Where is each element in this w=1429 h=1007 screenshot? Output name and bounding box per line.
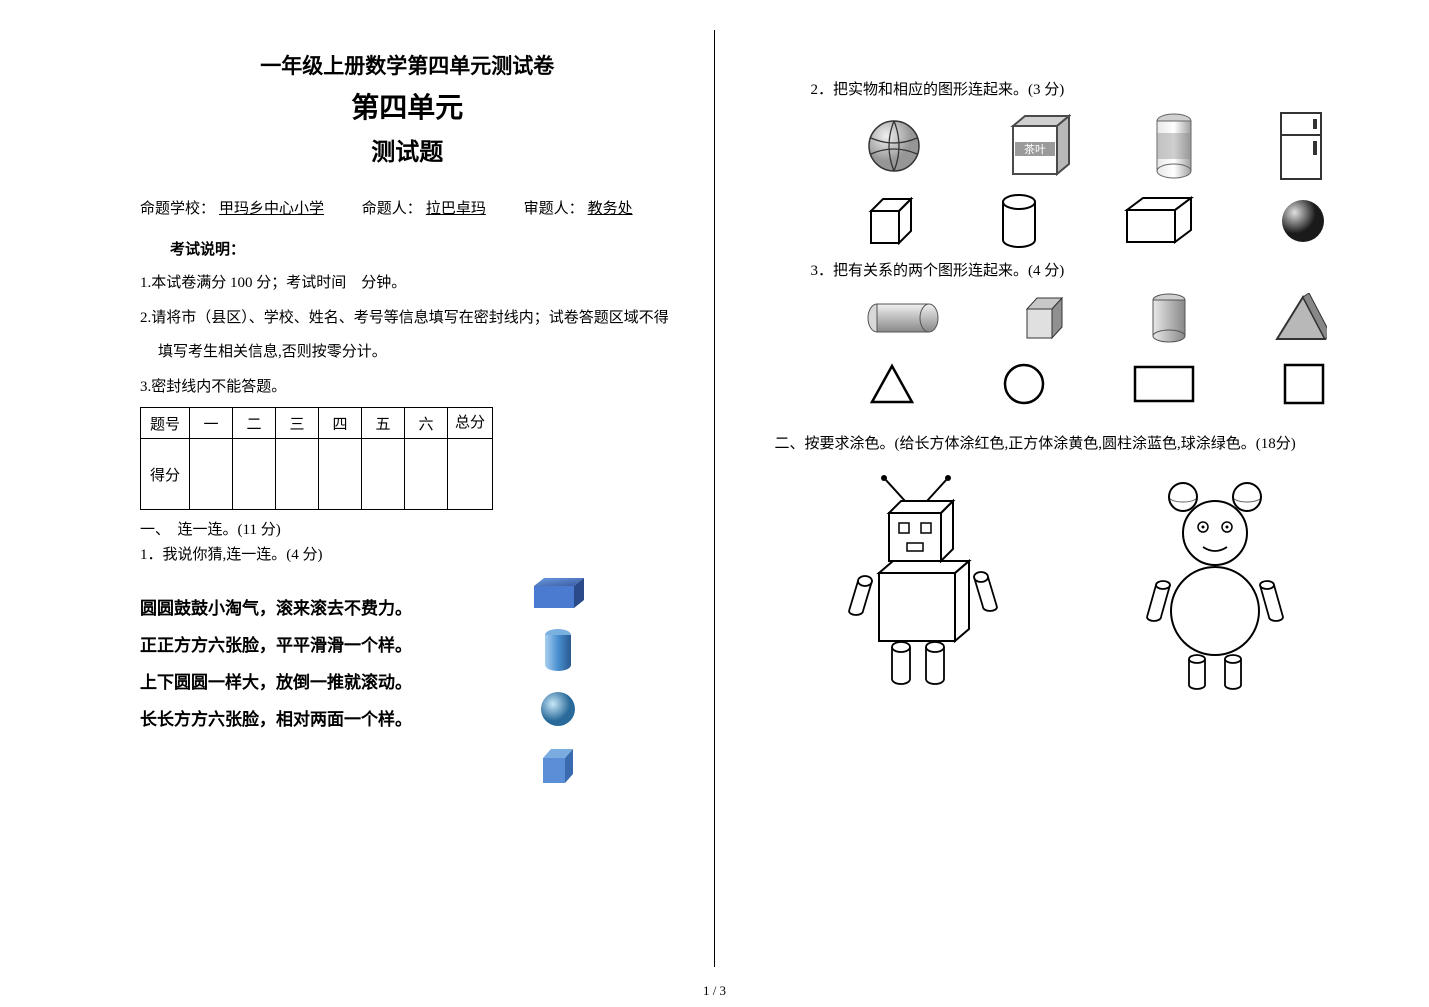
instr-2a: 2.请将市（县区）、学校、姓名、考号等信息填写在密封线内；试卷答题区域不得 <box>140 304 675 333</box>
can-icon <box>1154 113 1194 179</box>
meta-line: 命题学校：甲玛乡中心小学 命题人：拉巴卓玛 审题人：教务处 <box>140 197 675 218</box>
section2-head: 二、按要求涂色。(给长方体涂红色,正方体涂黄色,圆柱涂蓝色,球涂绿色。(18分) <box>775 432 1370 453</box>
robot-cuboid-icon <box>835 473 1015 693</box>
cuboid-icon <box>530 576 586 610</box>
svg-text:茶叶: 茶叶 <box>1024 143 1046 156</box>
cube-outline-icon <box>867 195 915 247</box>
author-value: 拉巴卓玛 <box>422 201 490 217</box>
cuboid-outline-icon <box>1123 196 1195 246</box>
author-label: 命题人： <box>362 201 422 217</box>
cylinder-solid-icon <box>1150 293 1188 343</box>
title-main: 一年级上册数学第四单元测试卷 <box>140 50 675 80</box>
instr-3: 3.密封线内不能答题。 <box>140 373 675 402</box>
q1-head: 1．我说你猜,连一连。(4 分) <box>140 543 675 564</box>
title-test: 测试题 <box>140 132 675 167</box>
robot-sphere-icon <box>1135 473 1325 693</box>
cube-solid-icon <box>1024 295 1066 341</box>
th-num: 题号 <box>141 408 190 439</box>
flat-cylinder-icon <box>866 301 940 335</box>
riddle-3: 上下圆圆一样大，放倒一推就滚动。 <box>140 668 460 693</box>
reviewer-label: 审题人： <box>524 201 584 217</box>
th-c4: 四 <box>319 408 362 439</box>
th-c3: 三 <box>276 408 319 439</box>
circle-icon <box>1002 362 1046 406</box>
instructions-head: 考试说明： <box>170 238 675 259</box>
instr-2b: 填写考生相关信息,否则按零分计。 <box>158 338 675 367</box>
reviewer-value: 教务处 <box>584 201 637 217</box>
tea-box-icon: 茶叶 <box>1005 114 1071 178</box>
school-value: 甲玛乡中心小学 <box>215 201 328 217</box>
cell-4 <box>319 439 362 510</box>
q2-head: 2．把实物和相应的图形连起来。(3 分) <box>811 78 1370 99</box>
square-icon <box>1282 362 1326 406</box>
triangle-prism-icon <box>1271 293 1327 343</box>
riddle-1: 圆圆鼓鼓小淘气，滚来滚去不费力。 <box>140 594 460 619</box>
school-label: 命题学校： <box>140 201 215 217</box>
cylinder-outline-icon <box>1000 194 1038 248</box>
row-label: 得分 <box>141 439 190 510</box>
th-c5: 五 <box>362 408 405 439</box>
cylinder-icon <box>543 628 573 672</box>
th-total: 总分 <box>448 408 493 439</box>
th-c2: 二 <box>233 408 276 439</box>
section1-head: 一、 连一连。(11 分) <box>140 518 675 539</box>
cell-5 <box>362 439 405 510</box>
th-c1: 一 <box>190 408 233 439</box>
triangle-icon <box>868 362 916 406</box>
sphere-icon <box>539 690 577 728</box>
riddle-4: 长长方方六张脸，相对两面一个样。 <box>140 705 460 730</box>
rectangle-icon <box>1132 364 1196 404</box>
instr-1: 1.本试卷满分 100 分；考试时间 分钟。 <box>140 269 675 298</box>
fridge-icon <box>1277 109 1327 183</box>
riddle-2: 正正方方六张脸，平平滑滑一个样。 <box>140 631 460 656</box>
cube-icon <box>540 746 576 786</box>
cell-total <box>448 439 493 510</box>
basketball-icon <box>866 118 922 174</box>
sphere-solid-icon <box>1280 198 1326 244</box>
q3-head: 3．把有关系的两个图形连起来。(4 分) <box>811 259 1370 280</box>
cell-1 <box>190 439 233 510</box>
cell-3 <box>276 439 319 510</box>
title-unit: 第四单元 <box>140 86 675 126</box>
page-footer: 1 / 3 <box>0 983 1429 999</box>
th-c6: 六 <box>405 408 448 439</box>
cell-6 <box>405 439 448 510</box>
score-table: 题号 一 二 三 四 五 六 总分 得分 <box>140 407 493 510</box>
cell-2 <box>233 439 276 510</box>
